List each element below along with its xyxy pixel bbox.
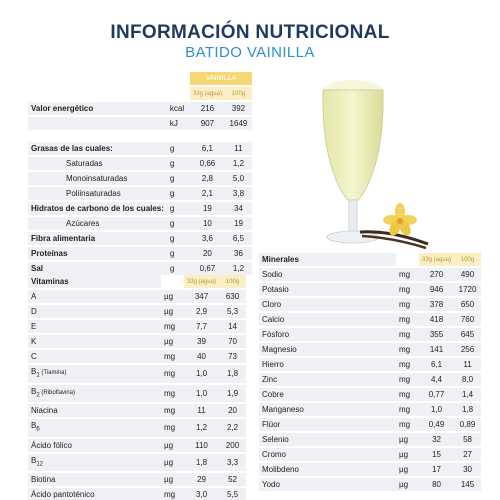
table-row: Manganeso mg 1,0 1,8: [259, 403, 482, 416]
table-row: Fósforo mg 355 645: [259, 328, 482, 341]
table-row: Valor energético kcal 216 392: [28, 102, 252, 115]
table-row: Saturadas g 0,66 1,2: [28, 157, 252, 170]
product-subtitle: BATIDO VAINILLA: [185, 44, 315, 61]
table-row: Zinc mg 4,4 8,0: [259, 373, 482, 386]
table-row: Sal g 0,67 1,2: [28, 262, 252, 275]
table-row: B6 mg 1,2 2,2: [28, 419, 247, 437]
milkshake-glass-image: [322, 80, 429, 250]
macros-section: Grasas de las cuales: g 6,1 11 Saturadas g 0,6…: [28, 142, 252, 275]
table-row: Hierro mg 6,1 11: [259, 358, 482, 371]
table-row: kJ 907 1649: [28, 117, 252, 130]
table-row: Poliinsaturadas g 2,1 3,8: [28, 187, 252, 200]
table-row: Cobre mg 0,77 1,4: [259, 388, 482, 401]
table-row: Cromo µg 15 27: [259, 448, 482, 461]
table-row: B1 (Tiamina) mg 1,0 1,8: [28, 365, 247, 383]
table-row: B12 µg 1,8 3,3: [28, 453, 247, 472]
table-row: Monoinsaturadas g 2,8 5,0: [28, 172, 252, 185]
product-header: VAINILLA: [189, 72, 252, 85]
minerals-heading: Minerales: [259, 253, 396, 266]
table-row: Molibdeno µg 17 30: [259, 463, 482, 476]
table-row: Yodo µg 80 145: [259, 478, 482, 491]
table-row: Potasio mg 946 1720: [259, 283, 482, 296]
table-row: Ácido pantoténico mg 3,0 5,5: [28, 488, 247, 500]
table-row: Selenio µg 32 58: [259, 433, 482, 446]
table-row: Fibra alimentaria g 3,6 6,5: [28, 232, 252, 245]
table-row: Sodio mg 270 490: [259, 268, 482, 281]
vitamins-heading: Vitaminas: [28, 275, 161, 288]
per100-column-header: 100g: [224, 87, 252, 100]
table-row: Azúcares g 10 19: [28, 217, 252, 230]
nutrition-table: VAINILLA 33g (agua) 100g Valor energétic…: [28, 70, 252, 277]
table-row: Proteínas g 20 36: [28, 247, 252, 260]
table-row: Calcio mg 418 760: [259, 313, 482, 326]
table-row: Grasas de las cuales: g 6,1 11: [28, 142, 252, 155]
serving-column-header: 33g (agua): [189, 87, 225, 100]
table-row: Hidratos de carbono de los cuales: g 19 34: [28, 202, 252, 215]
table-row: Flúor mg 0,49 0,89: [259, 418, 482, 431]
table-row: Cloro mg 378 650: [259, 298, 482, 311]
page-title: INFORMACIÓN NUTRICIONAL: [110, 22, 390, 43]
table-row: Magnesio mg 141 256: [259, 343, 482, 356]
table-row: Niacina mg 11 20: [28, 404, 247, 418]
table-row: Biotina µg 29 52: [28, 473, 247, 487]
table-row: B2 (Riboflavina) mg 1,0 1,9: [28, 384, 247, 403]
minerals-table: Minerales 33g (agua) 100g Sodio mg 270 490 P…: [259, 251, 482, 493]
table-row: Ácido fólico µg 110 200: [28, 438, 247, 452]
